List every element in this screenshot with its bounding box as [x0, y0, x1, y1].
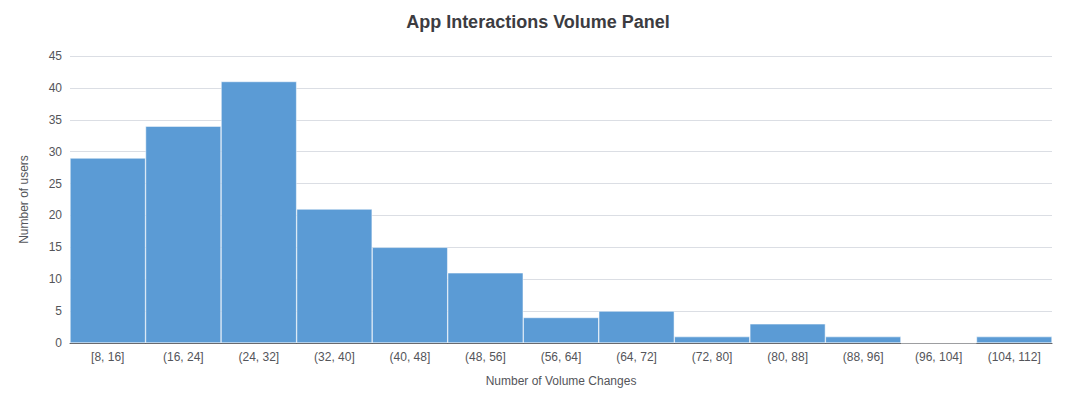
- svg-text:45: 45: [49, 49, 63, 63]
- svg-text:20: 20: [49, 208, 63, 222]
- svg-text:5: 5: [55, 304, 62, 318]
- svg-text:(96, 104]: (96, 104]: [915, 350, 962, 364]
- svg-text:40: 40: [49, 81, 63, 95]
- svg-text:(40, 48]: (40, 48]: [390, 350, 431, 364]
- svg-text:(32, 40]: (32, 40]: [314, 350, 355, 364]
- svg-text:Number of users: Number of users: [17, 155, 31, 244]
- svg-text:10: 10: [49, 272, 63, 286]
- svg-text:(16, 24]: (16, 24]: [163, 350, 204, 364]
- svg-text:(56, 64]: (56, 64]: [541, 350, 582, 364]
- svg-text:35: 35: [49, 113, 63, 127]
- svg-text:(104, 112]: (104, 112]: [988, 350, 1041, 364]
- svg-text:0: 0: [55, 336, 62, 350]
- svg-text:15: 15: [49, 240, 63, 254]
- svg-text:(88, 96]: (88, 96]: [843, 350, 884, 364]
- svg-text:(64, 72]: (64, 72]: [616, 350, 657, 364]
- svg-text:30: 30: [49, 145, 63, 159]
- svg-text:(80, 88]: (80, 88]: [767, 350, 808, 364]
- svg-text:App Interactions Volume Panel: App Interactions Volume Panel: [406, 12, 670, 32]
- svg-text:(24, 32]: (24, 32]: [238, 350, 279, 364]
- svg-text:25: 25: [49, 177, 63, 191]
- svg-text:(48, 56]: (48, 56]: [465, 350, 506, 364]
- svg-text:Number of Volume Changes: Number of Volume Changes: [486, 374, 637, 388]
- svg-text:[8, 16]: [8, 16]: [91, 350, 124, 364]
- svg-text:(72, 80]: (72, 80]: [692, 350, 733, 364]
